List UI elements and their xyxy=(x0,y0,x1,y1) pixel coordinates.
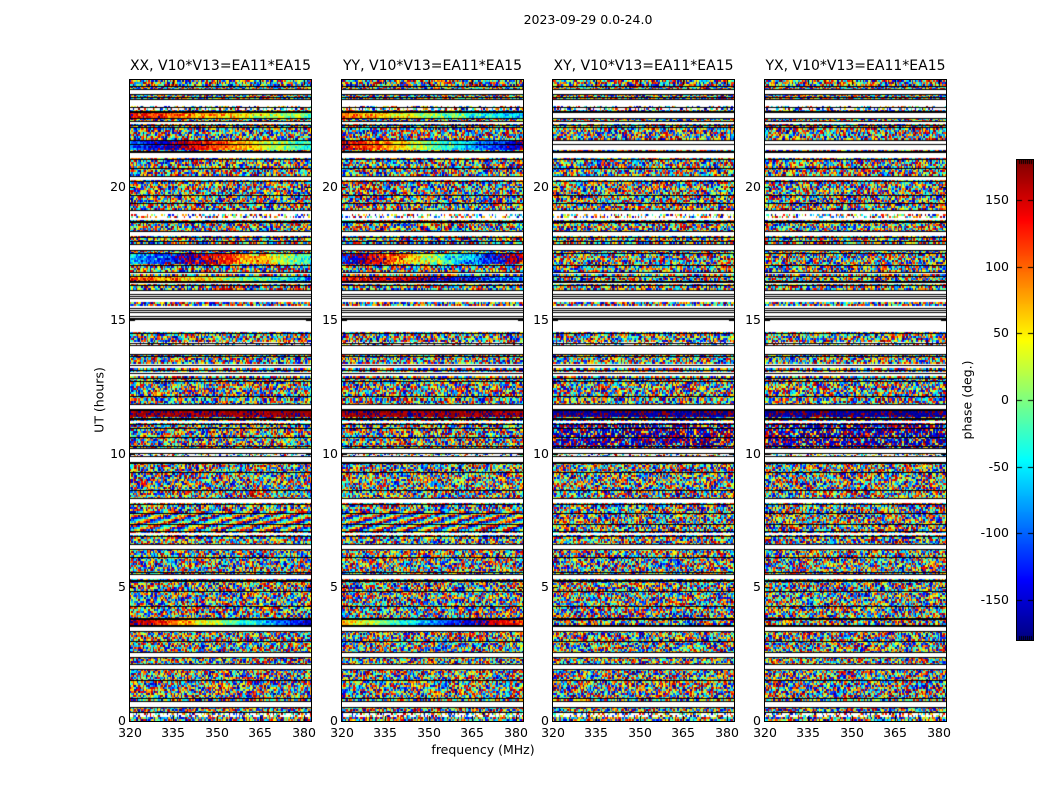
x-tick-label: 320 xyxy=(541,725,565,740)
panel-yy: YY, V10*V13=EA11*EA15 20 15 10 5 0 320 3… xyxy=(322,58,528,740)
y-tick-label: 5 xyxy=(541,579,549,594)
x-tick-label: 335 xyxy=(373,725,397,740)
x-tick-label: 320 xyxy=(753,725,777,740)
y-tick-label: 15 xyxy=(322,312,338,327)
colorbar-tick-label: 100 xyxy=(985,259,1009,274)
figure-title: 2023-09-29 0.0-24.0 xyxy=(523,12,653,27)
panel-title-xy: XY, V10*V13=EA11*EA15 xyxy=(553,58,734,74)
x-tick-label: 365 xyxy=(248,725,272,740)
panel-xy: XY, V10*V13=EA11*EA15 20 15 10 5 0 320 3… xyxy=(533,58,739,740)
x-tick-label: 365 xyxy=(671,725,695,740)
y-tick-label: 0 xyxy=(118,713,126,728)
x-tick-label: 335 xyxy=(584,725,608,740)
heatmap-canvas-xx xyxy=(129,79,312,722)
x-tick-label: 350 xyxy=(417,725,441,740)
y-tick-label: 0 xyxy=(541,713,549,728)
y-tick-label: 5 xyxy=(330,579,338,594)
x-tick-label: 380 xyxy=(504,725,528,740)
y-tick-label: 20 xyxy=(322,179,338,194)
colorbar-tick-label: 0 xyxy=(1001,392,1009,407)
y-tick-label: 15 xyxy=(110,312,126,327)
x-tick-label: 380 xyxy=(715,725,739,740)
x-tick-label: 350 xyxy=(205,725,229,740)
y-tick-label: 15 xyxy=(533,312,549,327)
colorbar-tick-label: -150 xyxy=(980,592,1009,607)
y-axis-label: UT (hours) xyxy=(91,367,107,433)
colorbar-tick-label: -100 xyxy=(980,525,1009,540)
x-tick-label: 365 xyxy=(460,725,484,740)
y-tick-label: 20 xyxy=(745,179,761,194)
panel-title-yy: YY, V10*V13=EA11*EA15 xyxy=(343,58,522,74)
x-tick-label: 365 xyxy=(883,725,907,740)
x-tick-label: 350 xyxy=(628,725,652,740)
panel-title-xx: XX, V10*V13=EA11*EA15 xyxy=(129,58,312,74)
y-tick-label: 0 xyxy=(330,713,338,728)
colorbar: 150 100 50 0 -50 -100 -150 xyxy=(955,150,1050,670)
y-tick-label: 0 xyxy=(753,713,761,728)
y-tick-label: 20 xyxy=(533,179,549,194)
y-tick-label: 15 xyxy=(745,312,761,327)
y-tick-label: 10 xyxy=(533,446,549,461)
x-tick-label: 335 xyxy=(161,725,185,740)
y-tick-label: 10 xyxy=(745,446,761,461)
panel-xx: XX, V10*V13=EA11*EA15 20 15 10 5 0 320 3… xyxy=(110,58,316,740)
panel-yx: YX, V10*V13=EA11*EA15 20 15 10 5 0 320 3… xyxy=(745,58,951,740)
y-tick-label: 20 xyxy=(110,179,126,194)
colorbar-tick-label: 150 xyxy=(985,192,1009,207)
x-tick-label: 350 xyxy=(840,725,864,740)
heatmap-canvas-yx xyxy=(764,79,947,722)
heatmap-canvas-xy xyxy=(552,79,735,722)
x-tick-label: 380 xyxy=(927,725,951,740)
x-tick-label: 380 xyxy=(292,725,316,740)
colorbar-tick-label: -50 xyxy=(988,459,1009,474)
x-tick-label: 320 xyxy=(118,725,142,740)
colorbar-tick-label: 50 xyxy=(993,325,1009,340)
panel-title-yx: YX, V10*V13=EA11*EA15 xyxy=(765,58,946,74)
colorbar-label: phase (deg.) xyxy=(959,360,975,440)
heatmap-canvas-yy xyxy=(341,79,524,722)
y-tick-label: 5 xyxy=(118,579,126,594)
x-axis-label: frequency (MHz) xyxy=(431,742,535,757)
y-tick-label: 10 xyxy=(110,446,126,461)
x-tick-label: 335 xyxy=(796,725,820,740)
colorbar-canvas xyxy=(1016,159,1034,641)
y-tick-label: 10 xyxy=(322,446,338,461)
y-tick-label: 5 xyxy=(753,579,761,594)
x-tick-label: 320 xyxy=(330,725,354,740)
